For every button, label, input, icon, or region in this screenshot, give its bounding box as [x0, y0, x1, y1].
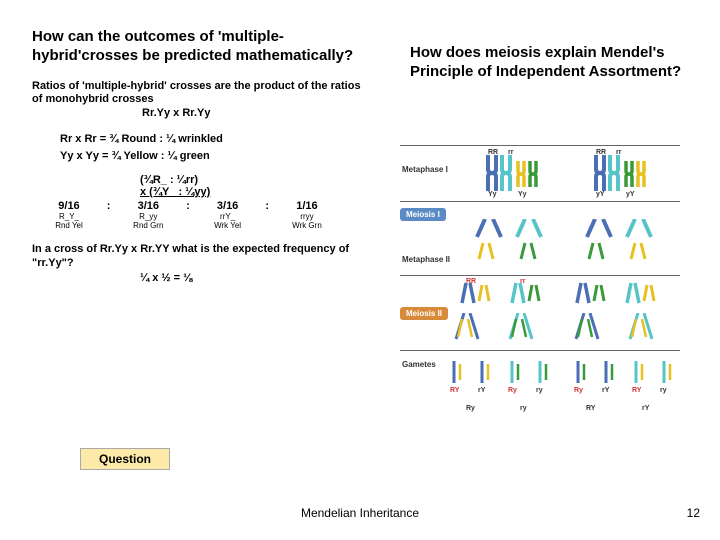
footer-text: Mendelian Inheritance [0, 506, 720, 520]
gametes-chroms [448, 359, 688, 389]
meiosis2-pill: Meiosis II [400, 307, 448, 320]
cross-example: Rr.Yy x Rr.Yy [32, 107, 362, 119]
page-number: 12 [687, 506, 700, 520]
meiosis2-split [452, 313, 687, 345]
meiosis1-pill: Meiosis I [400, 208, 446, 221]
right-title: How does meiosis explain Mendel's Princi… [410, 44, 700, 82]
metaphase1-label: Metaphase I [402, 165, 448, 174]
meiosis1-left-split [465, 219, 555, 269]
mult-line-2: x (¾Y_ : ¼yy) [140, 186, 362, 198]
result-fractions-row: 9/16 : 3/16 : 3/16 : 1/16 [38, 200, 338, 212]
question-answer: ¼ x ½ = ⅛ [32, 271, 362, 285]
ratio-line-2: Yy x Yy = ¾ Yellow : ¼ green [60, 148, 362, 165]
question-text: In a cross of Rr.Yy x Rr.YY what is the … [32, 242, 362, 271]
meiosis-diagram: Metaphase I Metaphase II Gametes Meiosis… [390, 145, 690, 425]
gametes-label: Gametes [402, 360, 436, 369]
result-genotype-row: R_Y_ R_yy rrY_ rryy [38, 212, 338, 221]
meiosis1-right-split [575, 219, 665, 269]
metaphase2-chroms [460, 281, 680, 307]
question-button[interactable]: Question [80, 448, 170, 470]
ratio-line-1: Rr x Rr = ¾ Round : ¼ wrinkled [60, 131, 362, 148]
subheading: Ratios of 'multiple-hybrid' crosses are … [32, 80, 362, 108]
left-title: How can the outcomes of 'multiple-hybrid… [32, 28, 362, 66]
result-phenotype-row: Rnd Yel Rnd Grn Wrk Yel Wrk Grn [38, 221, 338, 230]
mult-line-1: (¾R_ : ¼rr) [140, 174, 362, 186]
metaphase2-label: Metaphase II [402, 255, 450, 264]
